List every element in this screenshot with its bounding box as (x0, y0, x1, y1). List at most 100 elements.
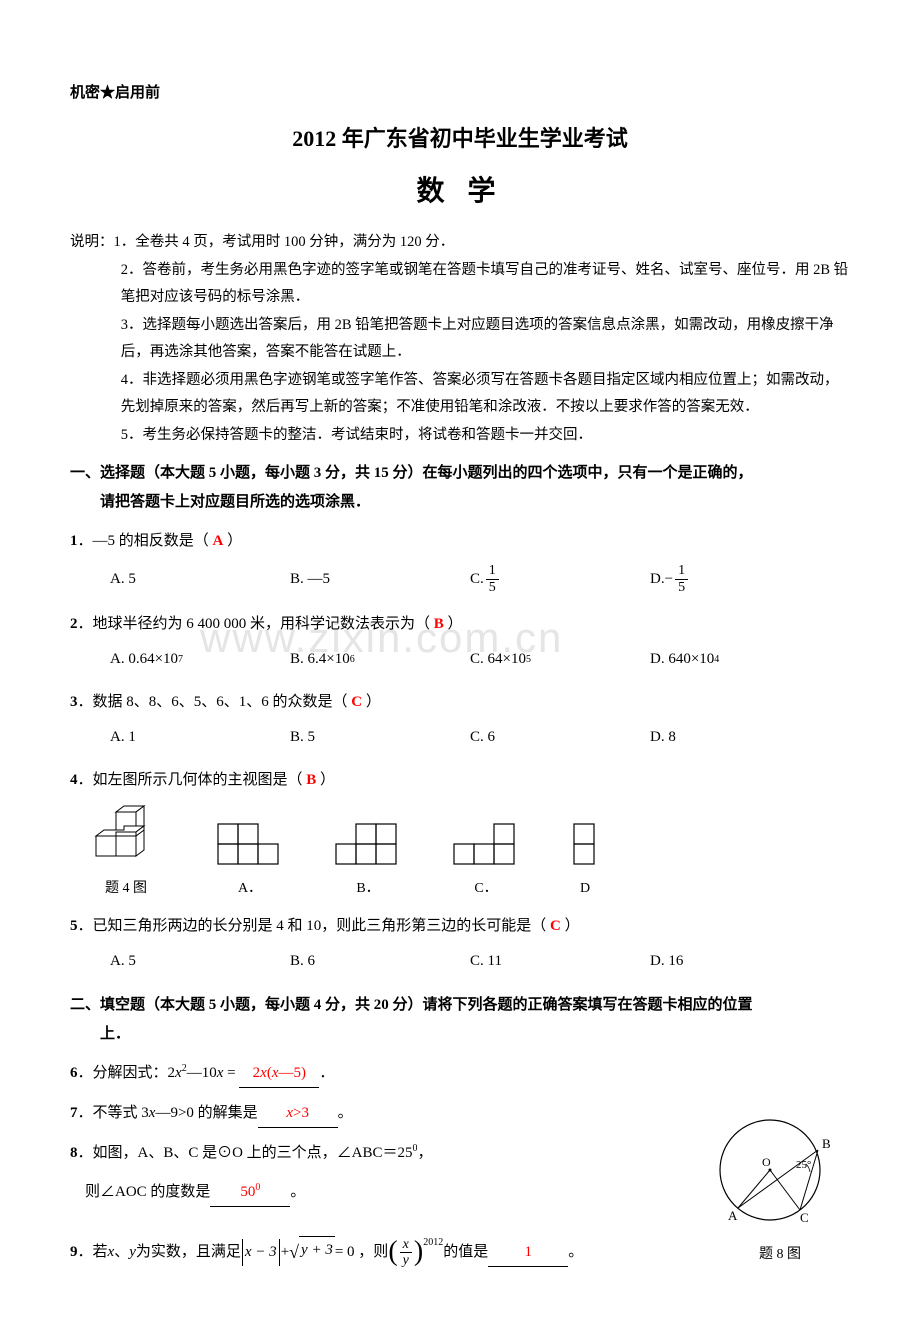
label-A: A (728, 1208, 738, 1223)
q1-choice-a: A. 5 (110, 563, 290, 595)
q1-d-label: D. (650, 566, 665, 593)
q8-text-l1: ．如图，A、B、C 是⊙O 上的三个点，∠ABC＝25 (78, 1145, 413, 1161)
note-item-4: 4．非选择题必须用黑色字迹钢笔或签字笔作答、答案必须写在答题卡各题目指定区域内相… (70, 367, 850, 422)
q5-choices: A. 5 B. 6 C. 11 D. 16 (110, 948, 850, 975)
q3-choices: A. 1 B. 5 C. 6 D. 8 (110, 724, 850, 751)
q6-pre: ．分解因式：2 (78, 1065, 176, 1081)
q6-ans-x2: x (272, 1065, 279, 1081)
q2-choice-d: D. 640×104 (650, 646, 830, 673)
question-1: 1．—5 的相反数是（ A ） (70, 528, 850, 555)
instructions-block: 说明： 1．全卷共 4 页，考试用时 100 分钟，满分为 120 分． 2．答… (70, 229, 850, 449)
q9-period: 。 (568, 1239, 583, 1266)
section1-heading-l1: 一、选择题（本大题 5 小题，每小题 3 分，共 15 分）在每小题列出的四个选… (70, 459, 850, 488)
q7-answer-blank: x>3 (258, 1100, 338, 1128)
q9-plus: + (281, 1239, 289, 1266)
q8-figure-caption: 题 8 图 (700, 1242, 860, 1267)
q6-ans-x1: x (260, 1065, 267, 1081)
cube-stack-icon (86, 802, 166, 872)
q9-sep1: 、 (114, 1239, 129, 1266)
q3-answer: C (351, 694, 362, 710)
q9-answer-blank: 1 (488, 1239, 568, 1267)
q1-d-fraction: − 1 5 (665, 563, 690, 595)
q7-number: 7 (70, 1105, 78, 1121)
q1-d-num: 1 (675, 563, 688, 579)
confidential-label: 机密★启用前 (70, 80, 850, 107)
q4-figures-row: 题 4 图 A． B． (86, 802, 850, 901)
q3-choice-a: A. 1 (110, 724, 290, 751)
q6-mid: —10 (187, 1065, 217, 1081)
q6-answer-blank: 2x(x—5) (239, 1060, 319, 1088)
q4-number: 4 (70, 772, 78, 788)
q4-text: ．如左图所示几何体的主视图是（ (78, 772, 303, 788)
q7-mid: —9>0 的解集是 (155, 1105, 257, 1121)
note-item-2: 2．答卷前，考生务必用黑色字迹的签字笔或钢笔在答题卡填写自己的准考证号、姓名、试… (70, 257, 850, 312)
q1-choices: A. 5 B. —5 C. 1 5 D. − 1 5 (110, 563, 850, 595)
q8-number: 8 (70, 1145, 78, 1161)
q6-var-x1: x (175, 1065, 182, 1081)
q9-abs-x: x (245, 1244, 252, 1260)
note-item-1: 1．全卷共 4 页，考试用时 100 分钟，满分为 120 分． (114, 229, 851, 257)
q9-sqrt: √y + 3 (289, 1236, 335, 1268)
q7-ans-x: x (286, 1105, 293, 1121)
exam-title: 2012 年广东省初中毕业生学业考试 (70, 119, 850, 159)
question-4: 4．如左图所示几何体的主视图是（ B ） (70, 767, 850, 794)
notes-label: 说明： (70, 229, 114, 257)
subject-title: 数 学 (70, 167, 850, 217)
q4-close: ） (320, 772, 335, 788)
q2-choice-c: C. 64×105 (470, 646, 650, 673)
question-6: 6．分解因式：2x2—10x = 2x(x—5)． (70, 1060, 850, 1088)
label-C: C (800, 1210, 809, 1225)
q8-circle-figure: O A B C 25° 题 8 图 (700, 1110, 860, 1267)
q1-choice-d: D. − 1 5 (650, 563, 830, 595)
q2-choice-b: B. 6.4×106 (290, 646, 470, 673)
q4-a-label: A． (238, 876, 262, 901)
q5-choice-a: A. 5 (110, 948, 290, 975)
q8-answer-blank: 500 (210, 1179, 290, 1207)
q5-answer: C (550, 918, 561, 934)
section2-heading: 二、填空题（本大题 5 小题，每小题 4 分，共 20 分）请将下列各题的正确答… (70, 991, 850, 1048)
section2-heading-l2: 上． (70, 1020, 850, 1049)
q2-number: 2 (70, 616, 78, 632)
shape-c-icon (452, 822, 520, 872)
shape-d-icon (570, 822, 600, 872)
q5-close: ） (565, 918, 580, 934)
q6-period: ． (319, 1065, 334, 1081)
q1-number: 1 (70, 533, 78, 549)
q3-choice-b: B. 5 (290, 724, 470, 751)
q2-b-sup: 6 (350, 651, 355, 669)
shape-a-icon (216, 822, 284, 872)
question-2: 2．地球半径约为 6 400 000 米，用科学记数法表示为（ B ） (70, 611, 850, 638)
q6-number: 6 (70, 1065, 78, 1081)
q2-close: ） (448, 616, 463, 632)
q4-option-a-figure: A． (216, 822, 284, 901)
q1-c-num: 1 (486, 563, 499, 579)
question-5: 5．已知三角形两边的长分别是 4 和 10，则此三角形第三边的长可能是（ C ） (70, 913, 850, 940)
question-3: 3．数据 8、8、6、5、6、1、6 的众数是（ C ） (70, 689, 850, 716)
q9-frac-x: x (400, 1237, 412, 1253)
label-O: O (762, 1155, 771, 1169)
q9-abs-rest: − 3 (252, 1244, 277, 1260)
q9-frac-y: y (400, 1253, 412, 1268)
q9-fraction: xy (400, 1237, 412, 1269)
q9-sqrt-y: y (301, 1242, 308, 1258)
q1-text: ．—5 的相反数是（ (78, 533, 209, 549)
q9-number: 9 (70, 1239, 78, 1266)
q6-ans-rest: —5) (279, 1065, 307, 1081)
q1-c-fraction: 1 5 (486, 563, 499, 595)
paren-left-icon: ( (388, 1227, 397, 1277)
q2-choices: A. 0.64×107 B. 6.4×106 C. 64×105 D. 640×… (110, 646, 850, 673)
q6-eq: = (223, 1065, 239, 1081)
q7-pre: ．不等式 3 (78, 1105, 149, 1121)
q2-c-sup: 5 (526, 651, 531, 669)
q5-choice-b: B. 6 (290, 948, 470, 975)
q8-ans: 50 (240, 1184, 255, 1200)
q8-text-l2: 则∠AOC 的度数是 (85, 1184, 210, 1200)
q1-c-den: 5 (486, 580, 499, 595)
q5-text: ．已知三角形两边的长分别是 4 和 10，则此三角形第三边的长可能是（ (78, 918, 547, 934)
q9-x: x (108, 1239, 115, 1266)
q9-tail: 的值是 (443, 1239, 488, 1266)
paren-right-icon: ) (414, 1227, 423, 1277)
q1-answer: A (213, 533, 224, 549)
q7-ans-rest: >3 (293, 1105, 309, 1121)
label-B: B (822, 1136, 831, 1151)
